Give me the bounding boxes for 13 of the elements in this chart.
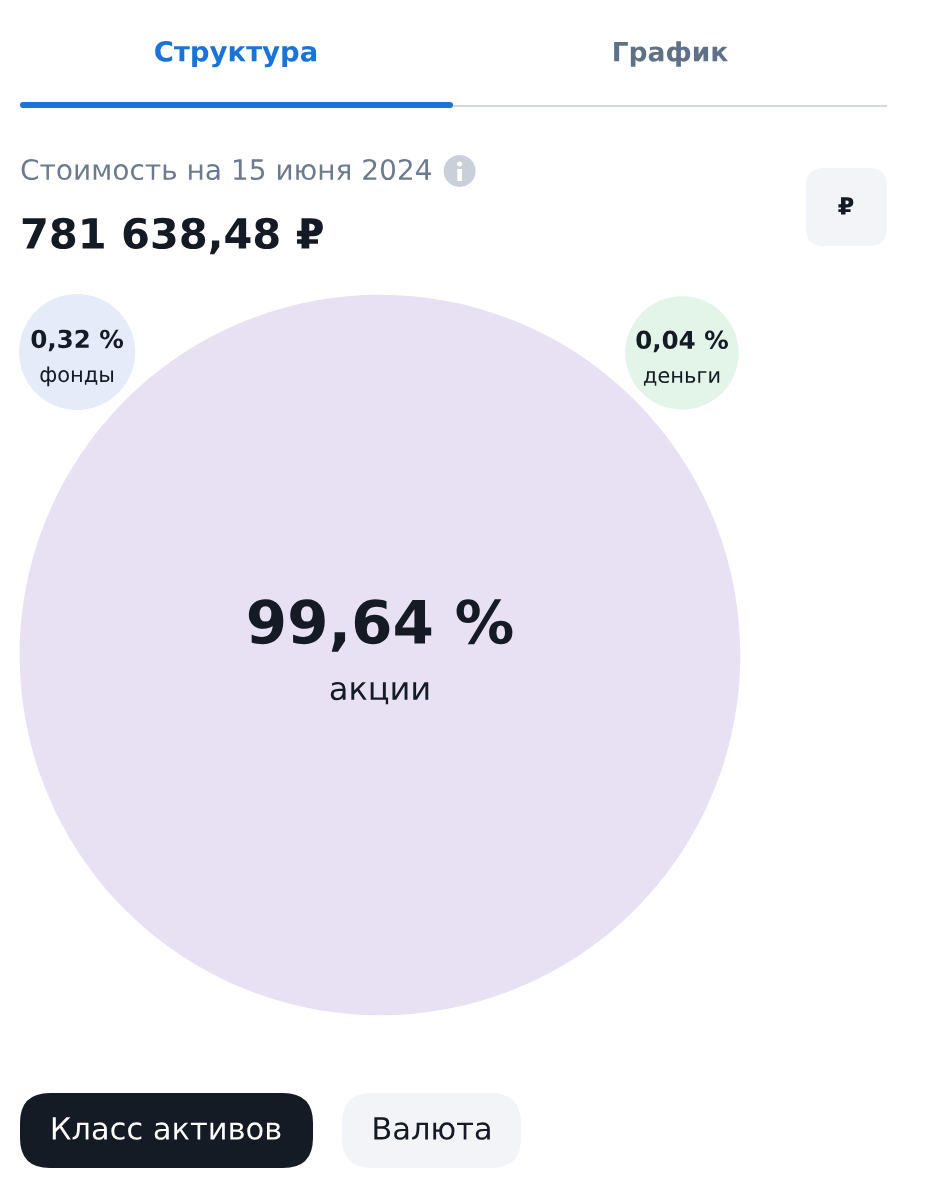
text: Валюта bbox=[374, 1117, 490, 1140]
text: Структура bbox=[155, 40, 317, 68]
data-label: 99,64 % bbox=[248, 599, 513, 652]
data-label: 0,32 % bbox=[31, 329, 124, 352]
data-label: 0,04 % bbox=[636, 330, 728, 353]
text: Стоимость на 15 июня 2024 bbox=[21, 158, 431, 181]
category-label: акции bbox=[330, 681, 429, 705]
category-label: деньги bbox=[643, 371, 720, 386]
text: ₽ bbox=[838, 197, 854, 215]
text: Класс активов bbox=[52, 1117, 281, 1140]
text: График bbox=[614, 41, 728, 67]
category-label: фонды bbox=[40, 366, 114, 387]
text: 781 638,48 ₽ bbox=[22, 217, 323, 255]
